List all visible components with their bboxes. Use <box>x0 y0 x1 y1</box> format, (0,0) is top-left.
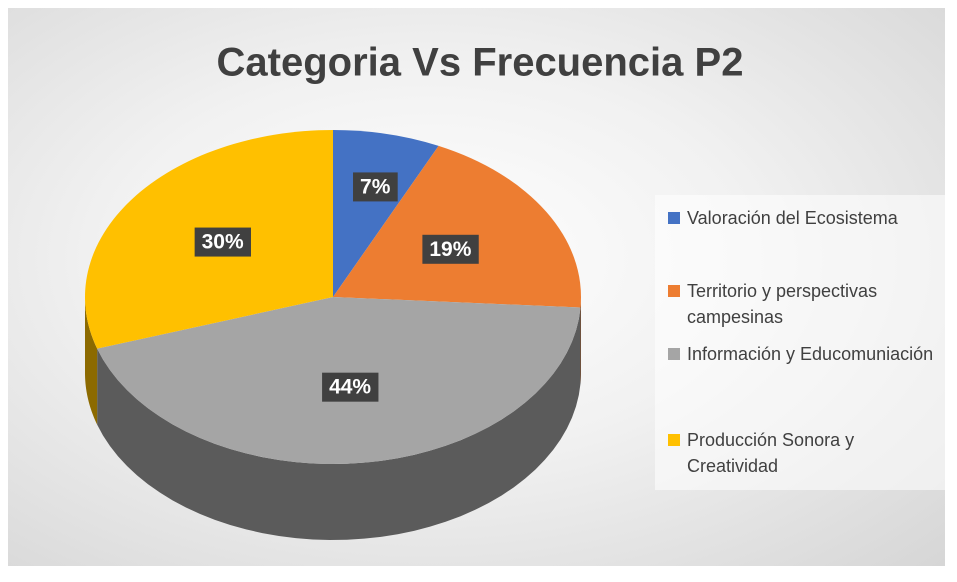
data-label-box <box>322 372 379 402</box>
slice <box>333 145 581 308</box>
legend-swatch <box>668 285 680 297</box>
legend-item: Información y Educomuniación <box>665 341 949 367</box>
chart-title: Categoria Vs Frecuencia P2 <box>217 41 744 85</box>
legend-swatch <box>668 212 680 224</box>
legend-swatch <box>668 434 680 446</box>
slice-side <box>85 297 98 425</box>
data-label-box <box>353 172 398 202</box>
data-label-box <box>194 227 251 257</box>
data-label: 30% <box>202 231 244 254</box>
data-label: 44% <box>329 376 371 399</box>
legend-label: Territorio y perspectivas campesinas <box>687 281 878 327</box>
data-label-box <box>422 234 479 264</box>
data-label: 7% <box>360 175 391 198</box>
legend-label: Valoración del Ecosistema <box>687 208 898 228</box>
legend: Valoración del Ecosistema Territorio y pe… <box>655 195 947 490</box>
slice <box>333 130 439 297</box>
legend-item: Producción Sonora y Creatividad <box>665 427 949 479</box>
legend-label: Información y Educomuniación <box>687 344 934 364</box>
slice-side <box>97 307 581 540</box>
legend-label: Producción Sonora y Creatividad <box>687 430 855 476</box>
legend-swatch <box>668 348 680 360</box>
legend-item: Territorio y perspectivas campesinas <box>665 278 949 330</box>
data-label: 19% <box>429 238 471 261</box>
legend-item: Valoración del Ecosistema <box>665 205 949 231</box>
